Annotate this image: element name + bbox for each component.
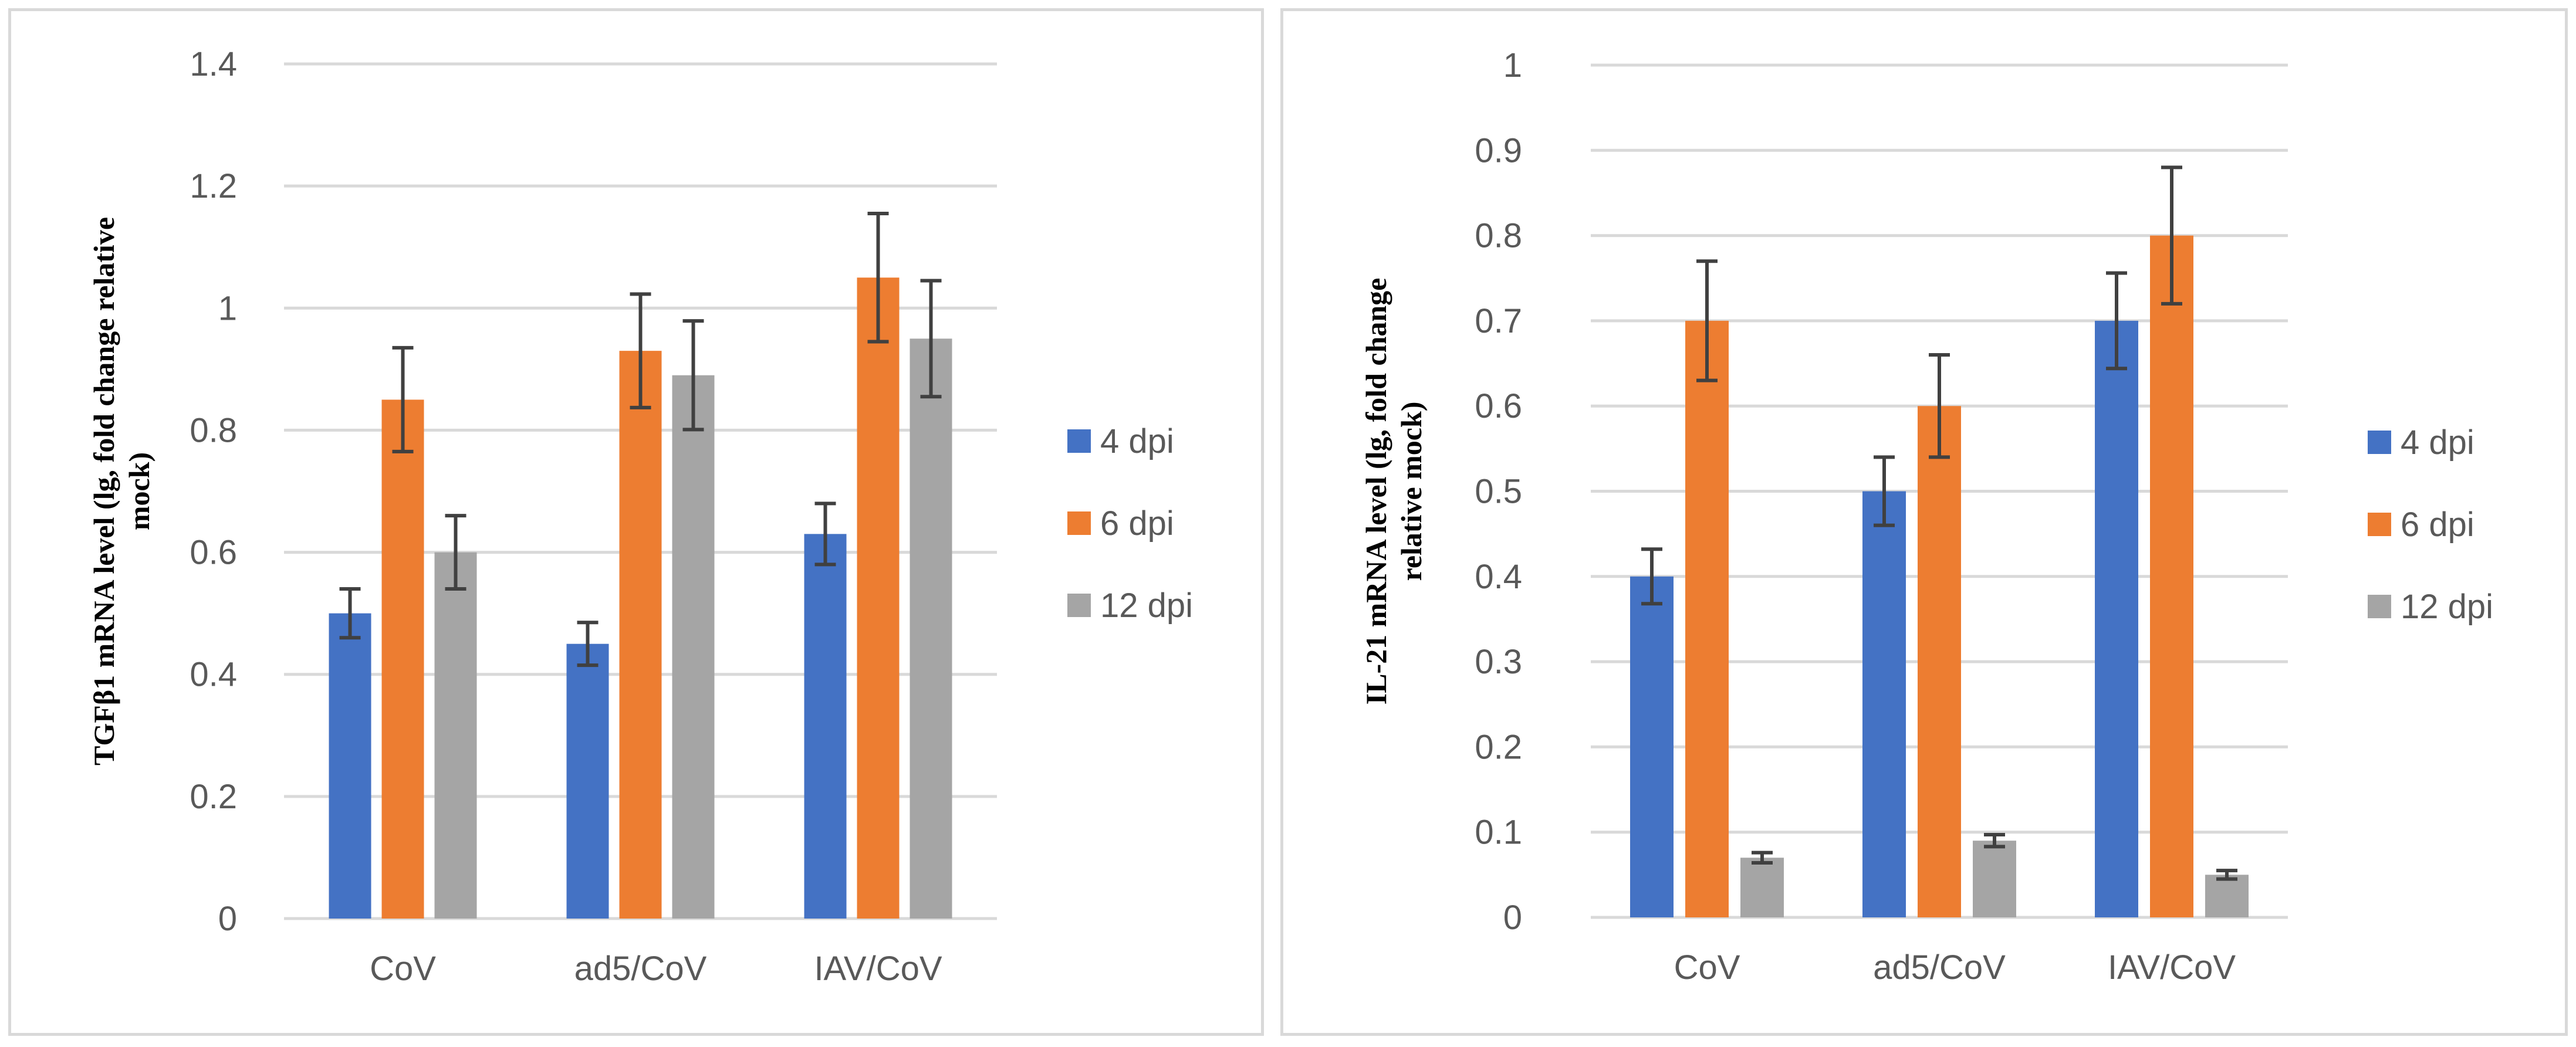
bar	[1973, 841, 2016, 917]
y-tick-label: 1.2	[190, 167, 237, 205]
y-tick-label: 0	[1503, 899, 1522, 937]
legend-label: 6 dpi	[2401, 506, 2474, 544]
y-axis-label: IL-21 mRNA level (lg, fold changerelativ…	[1360, 278, 1428, 705]
y-tick-label: 0.2	[1475, 728, 1522, 766]
legend-swatch	[1067, 511, 1091, 535]
bar	[1685, 320, 1729, 917]
legend-label: 4 dpi	[2401, 423, 2474, 462]
x-tick-label: ad5/CoV	[1873, 948, 2006, 987]
y-tick-label: 0.9	[1475, 131, 1522, 170]
il21-bar-chart: 0 0.1 0.2 0.3 0.4 0.5 0.6 0.7 0.8 0.9 1 IL-21 mRNA …	[1360, 46, 2493, 987]
y-tick-label: 0.6	[1475, 387, 1522, 425]
legend-swatch	[1067, 429, 1091, 453]
legend-label: 4 dpi	[1100, 422, 1174, 460]
legend-swatch	[2368, 595, 2391, 618]
y-axis-label-line: relative mock)	[1395, 402, 1428, 581]
bar	[857, 277, 900, 919]
bar	[1918, 406, 1961, 917]
x-tick-label: IAV/CoV	[2108, 948, 2236, 987]
legend-swatch	[1067, 594, 1091, 617]
y-tick-label: 0.4	[190, 656, 237, 694]
y-tick-label: 0.4	[1475, 558, 1522, 596]
legend-swatch	[2368, 431, 2391, 454]
y-tick-label: 0.1	[1475, 814, 1522, 852]
y-tick-label: 1	[1503, 46, 1522, 84]
bar	[1740, 858, 1784, 917]
bar	[2095, 320, 2138, 917]
y-tick-label: 1.4	[190, 45, 237, 83]
bar	[566, 643, 609, 919]
x-tick-label: IAV/CoV	[814, 950, 942, 988]
y-tick-label: 1	[218, 289, 237, 327]
legend-label: 6 dpi	[1100, 504, 1174, 543]
y-tick-label: 0.2	[190, 778, 237, 816]
y-tick-label: 0.8	[190, 411, 237, 449]
y-axis-label-line: TGFβ1 mRNA level (lg, fold change relati…	[87, 217, 120, 765]
y-axis-label-line: mock)	[123, 452, 155, 530]
chart-panel-tgfb1: 0 0.2 0.4 0.6 0.8 1 1.2 1.4 TGFβ1 mRNA level (lg…	[8, 8, 1264, 1036]
chart-panel-il21: 0 0.1 0.2 0.3 0.4 0.5 0.6 0.7 0.8 0.9 1 IL-21 mRNA …	[1280, 8, 2568, 1036]
y-axis-label-line: IL-21 mRNA level (lg, fold change	[1360, 278, 1392, 705]
bar	[434, 552, 477, 919]
bar	[381, 399, 424, 919]
x-tick-label: CoV	[370, 950, 436, 988]
x-tick-label: CoV	[1674, 948, 1740, 987]
bar	[2205, 875, 2249, 917]
y-tick-label: 0	[218, 900, 237, 938]
bar	[619, 351, 662, 919]
x-tick-label: ad5/CoV	[574, 950, 707, 988]
bar	[804, 534, 847, 919]
bar	[672, 375, 715, 919]
y-tick-label: 0.6	[190, 534, 237, 572]
legend-swatch	[2368, 513, 2391, 536]
tgfb1-bar-chart: 0 0.2 0.4 0.6 0.8 1 1.2 1.4 TGFβ1 mRNA level (lg…	[87, 45, 1193, 988]
bar	[2150, 235, 2193, 918]
bar	[1862, 491, 1906, 917]
legend-label: 12 dpi	[1100, 587, 1193, 625]
bar	[1630, 576, 1674, 917]
y-tick-label: 0.3	[1475, 643, 1522, 681]
y-tick-label: 0.8	[1475, 217, 1522, 255]
y-tick-label: 0.7	[1475, 302, 1522, 340]
legend-label: 12 dpi	[2401, 588, 2493, 626]
y-tick-label: 0.5	[1475, 473, 1522, 511]
y-axis-label: TGFβ1 mRNA level (lg, fold change relati…	[87, 217, 155, 765]
bar	[329, 613, 371, 919]
bar	[910, 338, 952, 919]
